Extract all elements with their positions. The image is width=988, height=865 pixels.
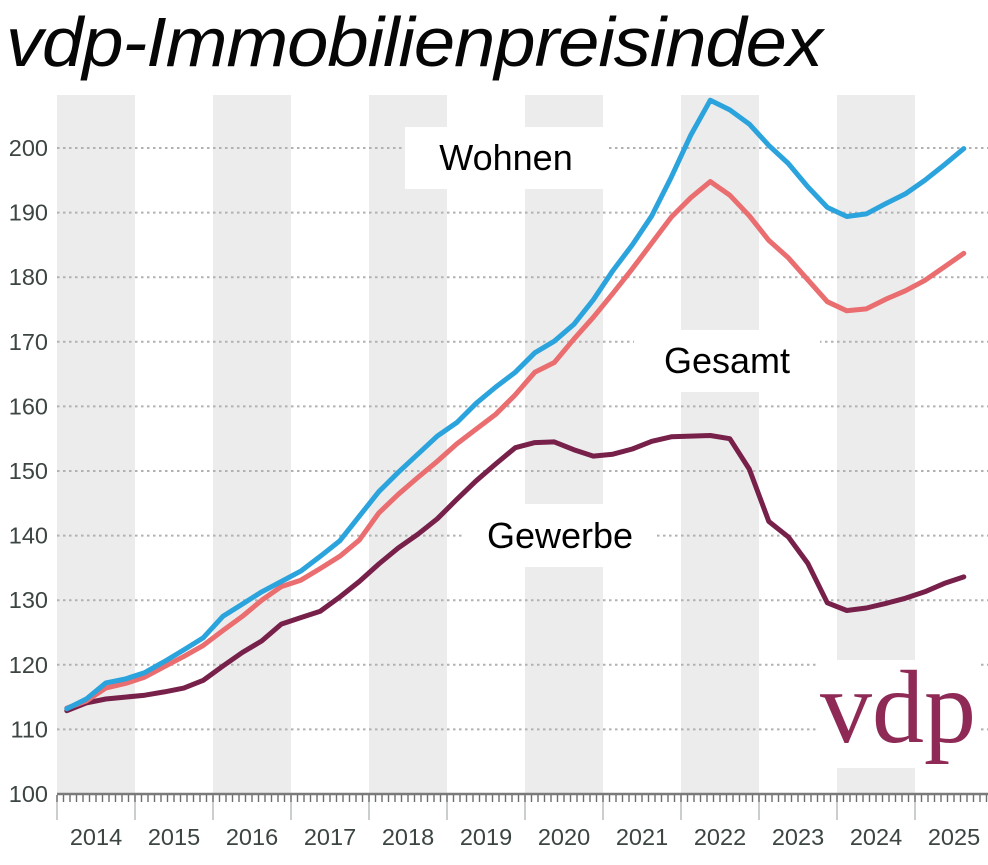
year-band bbox=[369, 95, 447, 794]
chart-label-wohnen: Wohnen bbox=[405, 127, 607, 189]
vdp-logo-text: vdp bbox=[820, 650, 976, 765]
chart-label-gesamt: Gesamt bbox=[634, 330, 820, 392]
series-line-gesamt bbox=[64, 179, 967, 711]
y-tick-label: 160 bbox=[9, 393, 48, 419]
y-tick-label: 170 bbox=[9, 329, 48, 355]
y-tick-label: 130 bbox=[9, 587, 48, 613]
x-tick-label: 2024 bbox=[850, 824, 902, 850]
y-tick-label: 120 bbox=[9, 652, 48, 678]
x-tick-label: 2017 bbox=[304, 824, 356, 850]
x-tick-label: 2025 bbox=[928, 824, 980, 850]
y-tick-label: 100 bbox=[9, 781, 48, 807]
chart-label-gewerbe: Gewerbe bbox=[464, 504, 656, 567]
y-tick-label: 190 bbox=[9, 200, 48, 226]
wohnen-label-text: Wohnen bbox=[439, 137, 573, 178]
series-line-wohnen bbox=[64, 97, 967, 712]
vdp-logo: vdp bbox=[818, 650, 978, 768]
year-band bbox=[681, 95, 759, 794]
x-tick-label: 2019 bbox=[460, 824, 512, 850]
gewerbe-label-text: Gewerbe bbox=[486, 514, 634, 556]
x-tick-label: 2015 bbox=[148, 824, 200, 850]
y-tick-label: 150 bbox=[9, 458, 48, 484]
y-tick-label: 180 bbox=[9, 264, 48, 290]
x-tick-label: 2014 bbox=[70, 824, 122, 850]
x-tick-label: 2021 bbox=[616, 824, 668, 850]
y-tick-label: 140 bbox=[9, 523, 48, 549]
y-tick-label: 200 bbox=[9, 135, 48, 161]
page-title: vdp-Immobilienpreisindex bbox=[6, 3, 823, 81]
x-tick-label: 2022 bbox=[694, 824, 746, 850]
x-tick-label: 2016 bbox=[226, 824, 278, 850]
x-tick-label: 2023 bbox=[772, 824, 824, 850]
x-tick-label: 2018 bbox=[382, 824, 434, 850]
gesamt-label-text: Gesamt bbox=[663, 340, 791, 381]
series-line-gewerbe bbox=[64, 433, 967, 714]
year-band bbox=[213, 95, 291, 794]
x-tick-label: 2020 bbox=[538, 824, 590, 850]
y-tick-label: 110 bbox=[11, 716, 48, 742]
